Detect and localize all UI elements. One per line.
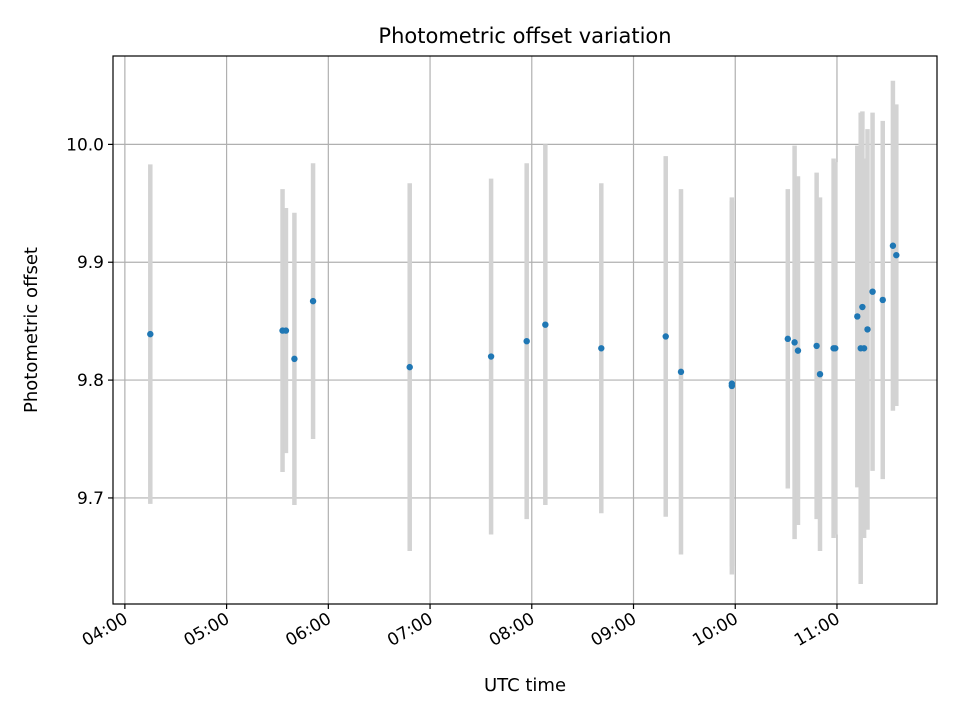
plot-frame <box>112 55 938 605</box>
data-point <box>854 313 861 320</box>
data-point <box>662 333 669 340</box>
data-point <box>859 303 866 311</box>
data-point <box>728 380 736 387</box>
data-point <box>784 335 791 343</box>
data-point <box>879 296 886 304</box>
data-point <box>860 345 868 352</box>
y-tick-label: 9.7 <box>77 489 104 509</box>
data-point <box>791 339 798 346</box>
data-point <box>309 297 317 305</box>
data-point <box>893 251 900 259</box>
data-point <box>282 327 290 334</box>
data-point <box>794 347 802 354</box>
x-axis-label: UTC time <box>484 675 566 696</box>
y-axis-label: Photometric offset <box>21 247 42 413</box>
data-point <box>598 345 605 352</box>
data-point <box>889 242 897 249</box>
data-point <box>147 330 154 338</box>
data-point <box>487 353 495 360</box>
data-point <box>813 342 820 350</box>
y-tick-label: 10.0 <box>66 135 104 155</box>
data-point <box>816 370 824 378</box>
y-tick-label: 9.8 <box>77 371 104 391</box>
data-point <box>832 345 839 352</box>
data-point <box>677 368 685 376</box>
data-point <box>864 326 871 333</box>
y-tick-label: 9.9 <box>77 253 104 273</box>
data-point <box>291 355 298 363</box>
data-point <box>406 363 413 371</box>
data-point <box>869 288 876 295</box>
chart-title: Photometric offset variation <box>378 24 671 48</box>
data-point <box>542 321 549 328</box>
data-points <box>147 242 900 390</box>
data-point <box>523 337 530 345</box>
